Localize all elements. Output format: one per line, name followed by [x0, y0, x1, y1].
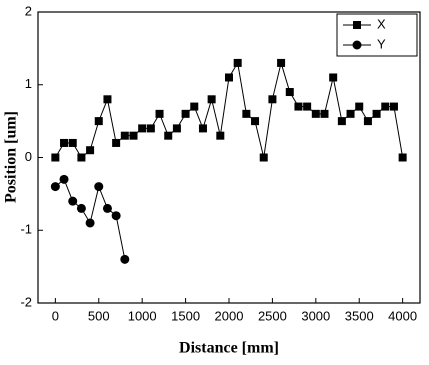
marker: [353, 21, 361, 29]
x-tick-label: 4000: [388, 308, 417, 323]
marker: [389, 102, 398, 111]
marker: [398, 153, 407, 162]
marker: [277, 58, 286, 67]
marker: [120, 131, 129, 140]
legend-label: X: [377, 16, 386, 31]
marker: [86, 146, 95, 155]
marker: [198, 124, 207, 133]
x-tick-label: 2500: [258, 308, 287, 323]
marker: [242, 109, 251, 118]
x-tick-label: 1000: [128, 308, 157, 323]
x-tick-label: 500: [88, 308, 110, 323]
marker: [164, 131, 173, 140]
marker: [50, 182, 60, 192]
marker: [120, 254, 130, 264]
x-tick-label: 3000: [301, 308, 330, 323]
marker: [129, 131, 138, 140]
marker: [216, 131, 225, 140]
y-tick-label: -2: [20, 294, 32, 309]
marker: [303, 102, 312, 111]
marker: [59, 174, 69, 184]
y-tick-label: -1: [20, 222, 32, 237]
marker: [112, 138, 121, 147]
marker: [355, 102, 364, 111]
marker: [68, 138, 77, 147]
legend-box: [336, 13, 418, 57]
x-tick-label: 1500: [171, 308, 200, 323]
marker: [155, 109, 164, 118]
marker: [181, 109, 190, 118]
marker: [85, 218, 95, 228]
y-tick-label: 2: [25, 3, 32, 18]
marker: [138, 124, 147, 133]
marker: [172, 124, 181, 133]
marker: [251, 117, 260, 126]
marker: [103, 95, 112, 104]
marker: [329, 73, 338, 82]
legend-label: Y: [377, 36, 386, 51]
marker: [320, 109, 329, 118]
x-tick-label: 0: [52, 308, 59, 323]
y-tick-label: 0: [25, 149, 32, 164]
x-tick-label: 3500: [345, 308, 374, 323]
marker: [76, 203, 86, 213]
marker: [190, 102, 199, 111]
marker: [51, 153, 60, 162]
marker: [372, 109, 381, 118]
y-axis-label: Position [um]: [3, 111, 20, 203]
marker: [233, 58, 242, 67]
marker: [207, 95, 216, 104]
x-axis-label: Distance [mm]: [179, 340, 279, 357]
marker: [60, 138, 69, 147]
marker: [259, 153, 268, 162]
marker: [268, 95, 277, 104]
marker: [337, 117, 346, 126]
marker: [77, 153, 86, 162]
marker: [363, 117, 372, 126]
marker: [146, 124, 155, 133]
marker: [381, 102, 390, 111]
marker: [285, 88, 294, 97]
marker: [311, 109, 320, 118]
marker: [352, 40, 362, 50]
marker: [94, 117, 103, 126]
marker: [225, 73, 233, 82]
marker: [94, 182, 104, 192]
marker: [102, 203, 112, 213]
marker: [294, 102, 303, 111]
marker: [68, 196, 78, 206]
marker: [111, 211, 121, 221]
x-tick-label: 2000: [215, 308, 244, 323]
y-tick-label: 1: [25, 76, 32, 91]
marker: [346, 109, 355, 118]
